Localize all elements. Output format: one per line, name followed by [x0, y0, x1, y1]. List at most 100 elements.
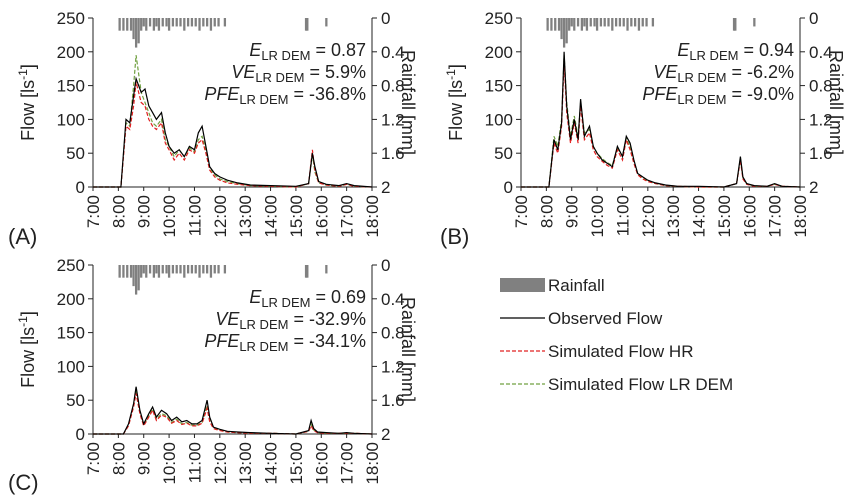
x-tick-label: 10:00 — [160, 442, 179, 485]
legend-label: Observed Flow — [548, 309, 663, 328]
rainfall-bar — [573, 18, 576, 31]
x-tick-label: 12:00 — [639, 195, 658, 238]
series-line-observed-flow — [93, 76, 373, 188]
stat-subscript: LR DEM — [677, 92, 726, 107]
rainfall-bar — [175, 18, 178, 27]
x-tick-label: 8:00 — [109, 442, 128, 475]
rainfall-bar — [209, 18, 213, 31]
y-axis-title-close: ] — [446, 64, 466, 69]
x-tick-label: 18:00 — [363, 442, 382, 485]
x-tick-label: 14:00 — [262, 195, 281, 238]
y-tick-label: 200 — [57, 43, 85, 62]
rainfall-bar — [145, 265, 148, 278]
rainfall-bar — [565, 18, 568, 44]
stat-symbol: VE — [653, 62, 678, 82]
y-tick-label: 50 — [66, 391, 85, 410]
rainfall-bar — [186, 265, 190, 274]
rainfall-bar — [209, 265, 213, 278]
stat-subscript: LR DEM — [255, 70, 304, 85]
x-tick-label: 9:00 — [563, 195, 582, 228]
rainfall-bar — [155, 265, 158, 274]
rainfall-bar — [593, 18, 596, 27]
stat-symbol: E — [249, 40, 262, 60]
rainfall-bar — [603, 18, 606, 27]
rainfall-bar — [155, 18, 158, 27]
rainfall-bar — [570, 18, 573, 27]
stat-annotation: ELR DEM = 0.94 — [677, 40, 794, 63]
x-tick-label: 7:00 — [84, 442, 103, 475]
rainfall-bar — [637, 18, 641, 31]
rainfall-bar — [186, 18, 190, 27]
y-tick-label: 0 — [504, 178, 513, 197]
chart-panel-a: 0 50 100 150 200 250 0 0.4 0.8 1.2 1.6 2 7:00 8:00 9:0… — [8, 9, 418, 249]
rainfall-bar — [651, 18, 655, 27]
rainfall-bar — [126, 18, 129, 31]
stat-symbol: VE — [231, 62, 256, 82]
x-tick-label: 17:00 — [338, 442, 357, 485]
rainfall-bar — [306, 18, 309, 31]
rainfall-bar — [732, 18, 736, 31]
y2-tick-label: 1.2 — [381, 110, 405, 129]
rainfall-bar — [118, 18, 121, 31]
rainfall-bar — [179, 265, 182, 274]
stat-subscript: LR DEM — [239, 339, 288, 354]
y-axis-title-sup: -1 — [16, 69, 30, 80]
rainfall-bar — [568, 18, 571, 31]
x-tick-label: 12:00 — [211, 442, 230, 485]
y2-tick-label: 0.8 — [381, 324, 405, 343]
y2-tick-label: 0 — [381, 9, 390, 28]
stat-annotation: PFELR DEM = -34.1% — [204, 331, 366, 354]
x-tick-label: 14:00 — [690, 195, 709, 238]
series-line-simulated-flow-hr — [93, 393, 373, 435]
rainfall-bar — [165, 265, 168, 274]
rainfall-bar — [607, 18, 610, 27]
rainfall-bar — [140, 265, 143, 278]
rainfall-bar — [205, 265, 209, 274]
chart-panel-c: 0 50 100 150 200 250 0 0.4 0.8 1.2 1.6 2 7:00 8:00 9:0… — [8, 256, 418, 495]
stat-subscript: LR DEM — [689, 48, 738, 63]
stat-annotation: PFELR DEM = -9.0% — [642, 84, 794, 107]
y2-tick-label: 1.6 — [809, 144, 833, 163]
x-tick-label: 15:00 — [287, 442, 306, 485]
rainfall-bar — [223, 18, 227, 27]
rainfall-bar — [595, 18, 599, 31]
y2-tick-label: 0.4 — [381, 290, 405, 309]
rainfall-bar — [633, 18, 637, 27]
stat-value: = -36.8% — [288, 84, 366, 104]
y-axis-title-sup: -1 — [16, 316, 30, 327]
rainfall-bar — [202, 265, 205, 274]
y2-tick-label: 0.4 — [809, 43, 833, 62]
rainfall-bar — [183, 265, 186, 278]
series-line-simulated-flow-lr-dem — [93, 389, 373, 435]
y-tick-label: 250 — [57, 9, 85, 28]
panel-label: (A) — [8, 224, 37, 249]
y-axis-title-text: Flow [ls — [18, 327, 38, 388]
y-tick-label: 0 — [76, 425, 85, 444]
rainfall-bar — [213, 265, 216, 274]
x-tick-label: 12:00 — [211, 195, 230, 238]
y2-tick-label: 1.6 — [381, 391, 405, 410]
x-tick-label: 18:00 — [363, 195, 382, 238]
stat-value: = -6.2% — [726, 62, 794, 82]
y-axis-title: Flow [ls-1] — [444, 64, 466, 141]
rainfall-bar — [142, 265, 145, 274]
stat-subscript: LR DEM — [239, 317, 288, 332]
rainfall-bar — [140, 18, 143, 31]
y2-tick-label: 1.2 — [809, 110, 833, 129]
rainfall-bar — [645, 18, 648, 27]
stat-symbol: PFE — [204, 331, 240, 351]
y2-axis-title: Rainfall [mm] — [398, 297, 418, 402]
y-tick-label: 150 — [57, 324, 85, 343]
x-tick-label: 16:00 — [312, 442, 331, 485]
x-tick-label: 10:00 — [588, 195, 607, 238]
stat-subscript: LR DEM — [239, 92, 288, 107]
panel-label: (C) — [8, 470, 39, 495]
rainfall-bar — [183, 18, 186, 31]
y2-tick-label: 2 — [381, 425, 390, 444]
series-line-simulated-flow-lr-dem — [93, 55, 373, 188]
y-axis-title-text: Flow [ls — [18, 80, 38, 141]
stat-value: = 0.94 — [738, 40, 794, 60]
y-tick-label: 50 — [494, 144, 513, 163]
rainfall-bar — [126, 265, 129, 278]
x-tick-label: 10:00 — [160, 195, 179, 238]
